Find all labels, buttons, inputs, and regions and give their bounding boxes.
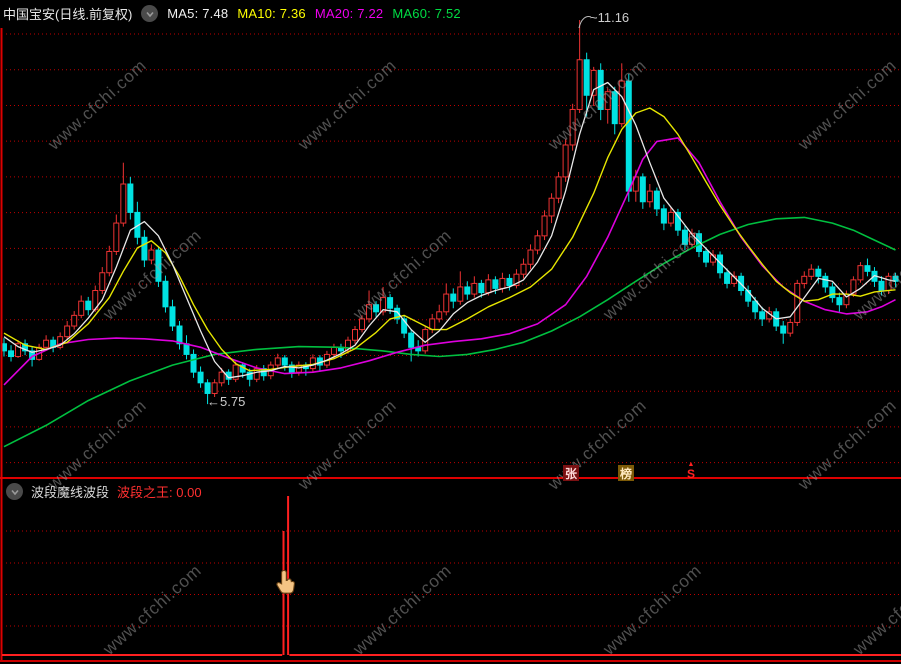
sub-panel-header: 波段魔线波段 波段之王: 0.00 [6,482,202,501]
main-chart-header: 中国宝安(日线.前复权) MA5: 7.48 MA10: 7.36 MA20: … [3,4,461,23]
ma60-readout: MA60: 7.52 [392,6,461,21]
ma10-readout: MA10: 7.36 [237,6,306,21]
low-price-annotation: ←5.75 [207,394,246,409]
up-triangle-icon: ▲ [687,461,695,468]
hand-cursor [274,569,298,602]
indicator-panel-title: 波段魔线波段 [31,485,110,500]
stock-title: 中国宝安(日线.前复权) [3,7,133,22]
signal-marker-sell: ▲ S [687,461,696,481]
indicator-readout: 波段之王: 0.00 [117,485,202,500]
signal-marker-bang: 榜 [618,465,634,481]
chevron-down-icon[interactable] [141,5,159,22]
chevron-down-icon[interactable] [6,483,23,500]
ma20-readout: MA20: 7.22 [314,6,384,21]
signal-marker-zhang: 张 [563,465,579,481]
ma5-readout: MA5: 7.48 [167,6,229,21]
high-price-annotation: ~11.16 [590,10,630,25]
